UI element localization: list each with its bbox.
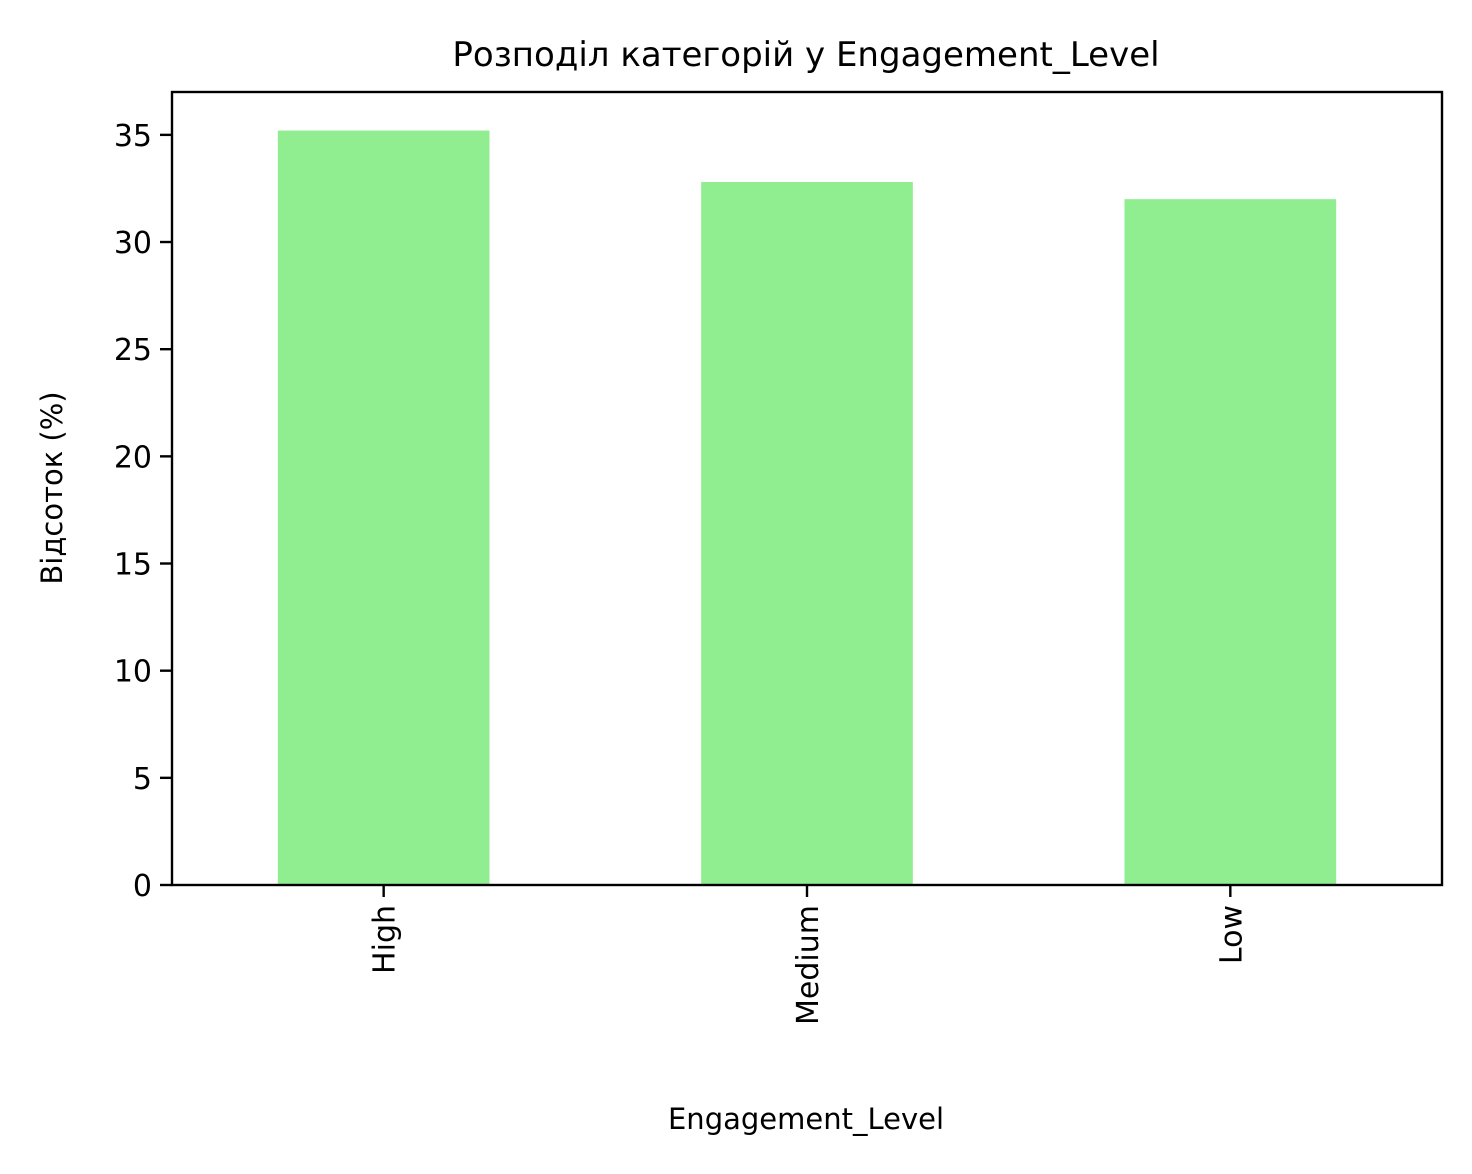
chart-title: Розподіл категорій у Engagement_Level <box>452 35 1159 75</box>
y-tick-label: 10 <box>114 655 152 690</box>
y-axis-label: Відсоток (%) <box>35 391 69 584</box>
x-tick-label-low: Low <box>1214 905 1249 964</box>
y-tick-label: 35 <box>114 119 152 154</box>
y-tick-label: 25 <box>114 333 152 368</box>
x-axis-label: Engagement_Level <box>668 1102 944 1136</box>
x-tick-label-medium: Medium <box>791 905 826 1025</box>
y-tick-label: 30 <box>114 226 152 261</box>
bar-high <box>277 130 490 886</box>
x-tick-label-high: High <box>368 905 403 974</box>
x-axis: High Medium Low <box>368 885 1249 1025</box>
y-tick-label: 5 <box>133 762 152 797</box>
y-tick-label: 0 <box>133 869 152 904</box>
bar-low <box>1124 199 1337 885</box>
y-tick-label: 20 <box>114 440 152 475</box>
y-axis: 0 5 10 15 20 25 30 35 <box>114 119 172 904</box>
y-tick-label: 15 <box>114 548 152 583</box>
bar-medium <box>701 182 913 885</box>
bars-layer <box>277 130 1337 886</box>
